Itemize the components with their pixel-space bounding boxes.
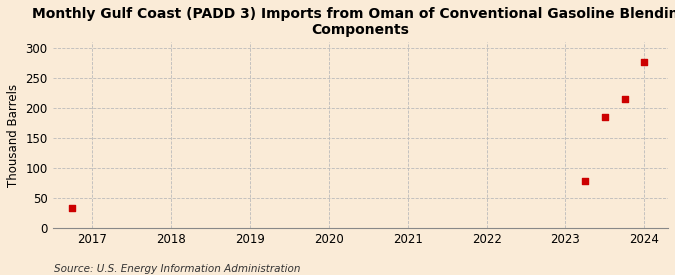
Title: Monthly Gulf Coast (PADD 3) Imports from Oman of Conventional Gasoline Blending
: Monthly Gulf Coast (PADD 3) Imports from… [32, 7, 675, 37]
Point [599, 115, 610, 120]
Point [67, 206, 78, 211]
Y-axis label: Thousand Barrels: Thousand Barrels [7, 84, 20, 187]
Point [639, 59, 650, 64]
Point [580, 179, 591, 184]
Text: Source: U.S. Energy Information Administration: Source: U.S. Energy Information Administ… [54, 264, 300, 274]
Point [619, 97, 630, 101]
